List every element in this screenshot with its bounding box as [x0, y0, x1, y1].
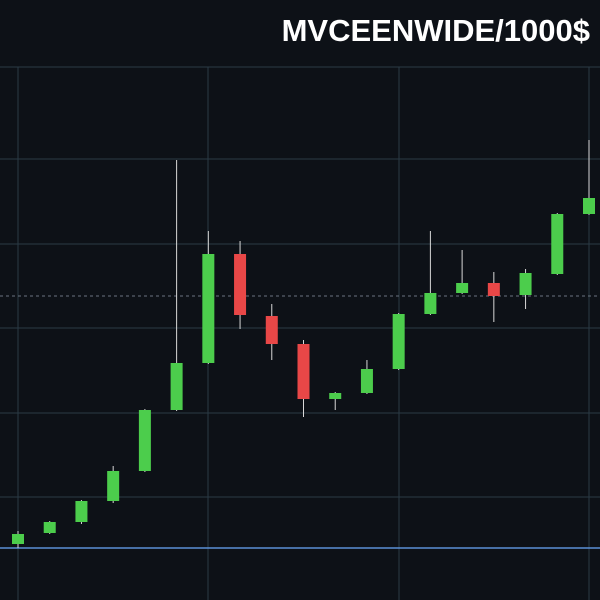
- candle-body: [392, 314, 405, 369]
- candle-body: [297, 344, 310, 399]
- candle-body: [12, 534, 24, 544]
- candle-body: [234, 254, 247, 315]
- candle-body: [265, 316, 278, 344]
- chart-title: MVCEENWIDE/1000$: [282, 13, 590, 48]
- candle-body: [170, 363, 183, 410]
- candle-body: [456, 283, 469, 293]
- candle-body: [519, 273, 532, 295]
- candle-body: [551, 214, 564, 274]
- candle-body: [43, 522, 56, 533]
- candle-body: [487, 283, 500, 296]
- candle-body: [138, 410, 151, 471]
- candle-body: [202, 254, 215, 363]
- candle-body: [107, 471, 120, 501]
- candle-body: [329, 393, 342, 399]
- candle-body: [583, 198, 595, 214]
- candle-body: [360, 369, 373, 393]
- candle-body: [424, 293, 437, 314]
- candle-body: [75, 501, 88, 522]
